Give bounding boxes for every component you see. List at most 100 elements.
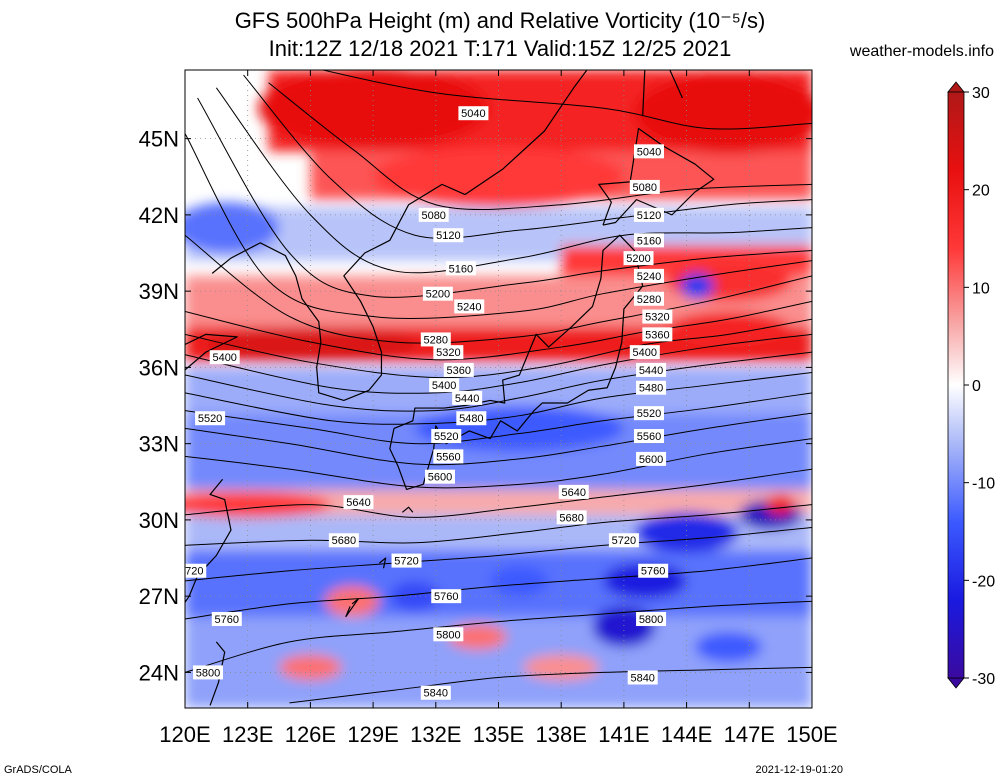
contour-5360 <box>185 318 812 379</box>
contour-5600 <box>185 438 812 489</box>
contour-label-5680: 5680 <box>559 512 583 524</box>
lon-tick-label-126: 126E <box>285 722 336 747</box>
vorticity-blob-21 <box>694 631 762 663</box>
coastline-0 <box>211 70 588 402</box>
contour-label-5360: 5360 <box>447 365 471 377</box>
contour-label-5080: 5080 <box>421 210 445 222</box>
contour-label-5160: 5160 <box>637 235 661 247</box>
lat-tick-label-36: 36N <box>139 355 179 380</box>
colorbar-label--10: -10 <box>972 476 995 493</box>
contour-label-bg <box>433 345 464 360</box>
contour-label-5800: 5800 <box>196 667 220 679</box>
contour-label-5440: 5440 <box>639 365 663 377</box>
contour-label-bg <box>636 612 667 627</box>
contour-label-5680: 5680 <box>332 535 356 547</box>
lat-tick-label-42: 42N <box>139 203 179 228</box>
contour-5640 <box>185 468 812 518</box>
footer-timestamp: 2021-12-19-01:20 <box>755 764 843 776</box>
coastlines <box>185 70 715 706</box>
contour-label-bg <box>422 286 453 301</box>
contour-label-bg <box>623 251 654 266</box>
colorbar: 30 20 10 0 -10 -20 -30 <box>947 81 995 689</box>
contour-label-5040: 5040 <box>637 146 661 158</box>
contour-label-bg <box>633 207 664 222</box>
vorticity-blob-7 <box>665 311 792 348</box>
contour-label-5760: 5760 <box>215 614 239 626</box>
coastline-4 <box>669 70 683 99</box>
contour-5480 <box>185 371 812 425</box>
contour-label-5120: 5120 <box>637 210 661 222</box>
contour-5160 <box>215 87 812 274</box>
contour-label-5040: 5040 <box>461 108 485 120</box>
colorbar-label--30: -30 <box>972 671 995 688</box>
contour-label-bg <box>627 670 658 685</box>
contour-label-bg <box>433 627 464 642</box>
lon-tick-label-147: 147E <box>724 722 775 747</box>
contour-5240 <box>185 133 812 319</box>
height-contours: 5040 5040 5080 5080 5120 5120 5160 5160 5200 5200… <box>179 70 812 704</box>
colorbar-ramp <box>947 91 965 679</box>
contour-5040 <box>320 70 812 130</box>
contour-label-bg <box>556 510 587 525</box>
vorticity-blob-16 <box>389 580 440 612</box>
vorticity-blob-15 <box>325 585 380 617</box>
lat-tick-label-33: 33N <box>139 432 179 457</box>
contour-label-bg <box>195 411 226 426</box>
contour-label-bg <box>642 327 673 342</box>
contour-label-bg <box>391 553 422 568</box>
contour-label-5840: 5840 <box>630 672 654 684</box>
vorticity-blob-1 <box>634 72 812 154</box>
vorticity-blob-20 <box>523 654 599 681</box>
vorticity-blob-0 <box>258 70 489 149</box>
contour-label-bg <box>608 533 639 548</box>
lat-tick-label-45: 45N <box>139 127 179 152</box>
chart-subtitle: Init:12Z 12/18 2021 T:171 Valid:15Z 12/2… <box>268 36 732 61</box>
contour-5840 <box>289 666 812 704</box>
contour-label-5240: 5240 <box>457 301 481 313</box>
lat-tick-label-39: 39N <box>139 279 179 304</box>
contour-label-5760: 5760 <box>434 591 458 603</box>
contour-label-5400: 5400 <box>432 380 456 392</box>
chart-title: GFS 500hPa Height (m) and Relative Vorti… <box>234 8 766 33</box>
colorbar-label-20: 20 <box>972 183 990 200</box>
lon-tick-label-138: 138E <box>536 722 587 747</box>
coastline-6 <box>185 478 232 604</box>
contour-label-bg <box>454 299 485 314</box>
lon-tick-label-120: 120E <box>159 722 210 747</box>
contour-label-bg <box>433 228 464 243</box>
contour-label-5720: 5720 <box>612 535 636 547</box>
contour-label-bg <box>629 179 660 194</box>
lon-tick-label-129: 129E <box>347 722 398 747</box>
contour-label-bg <box>185 563 207 578</box>
contour-label-bg <box>429 378 460 393</box>
contour-label-bg <box>343 495 374 510</box>
contour-label-5320: 5320 <box>436 347 460 359</box>
lat-tick-label-24: 24N <box>139 660 179 685</box>
contour-label-bg <box>638 563 669 578</box>
vorticity-blob-17 <box>490 565 549 597</box>
vorticity-blob-2 <box>373 146 624 208</box>
contour-label-5480: 5480 <box>459 413 483 425</box>
vorticity-blob-6 <box>205 326 415 363</box>
contour-label-bg <box>424 469 455 484</box>
contour-label-bg <box>433 449 464 464</box>
contour-label-5720: 5720 <box>179 566 203 578</box>
vorticity-blob-5 <box>680 273 714 299</box>
contour-label-bg <box>558 484 589 499</box>
contour-5120 <box>243 74 812 239</box>
contour-label-5560: 5560 <box>436 451 460 463</box>
contour-label-bg <box>431 589 462 604</box>
lon-tick-label-132: 132E <box>410 722 461 747</box>
contour-label-bg <box>633 144 664 159</box>
contour-label-5200: 5200 <box>626 253 650 265</box>
contour-label-5360: 5360 <box>645 329 669 341</box>
lat-tick-label-27: 27N <box>139 584 179 609</box>
site-watermark: weather-models.info <box>849 43 994 60</box>
colorbar-label-30: 30 <box>972 85 990 102</box>
coastline-5 <box>185 333 238 372</box>
contour-label-bg <box>445 261 476 276</box>
contour-5760 <box>185 557 812 620</box>
contour-label-5120: 5120 <box>436 230 460 242</box>
contour-label-5480: 5480 <box>639 383 663 395</box>
